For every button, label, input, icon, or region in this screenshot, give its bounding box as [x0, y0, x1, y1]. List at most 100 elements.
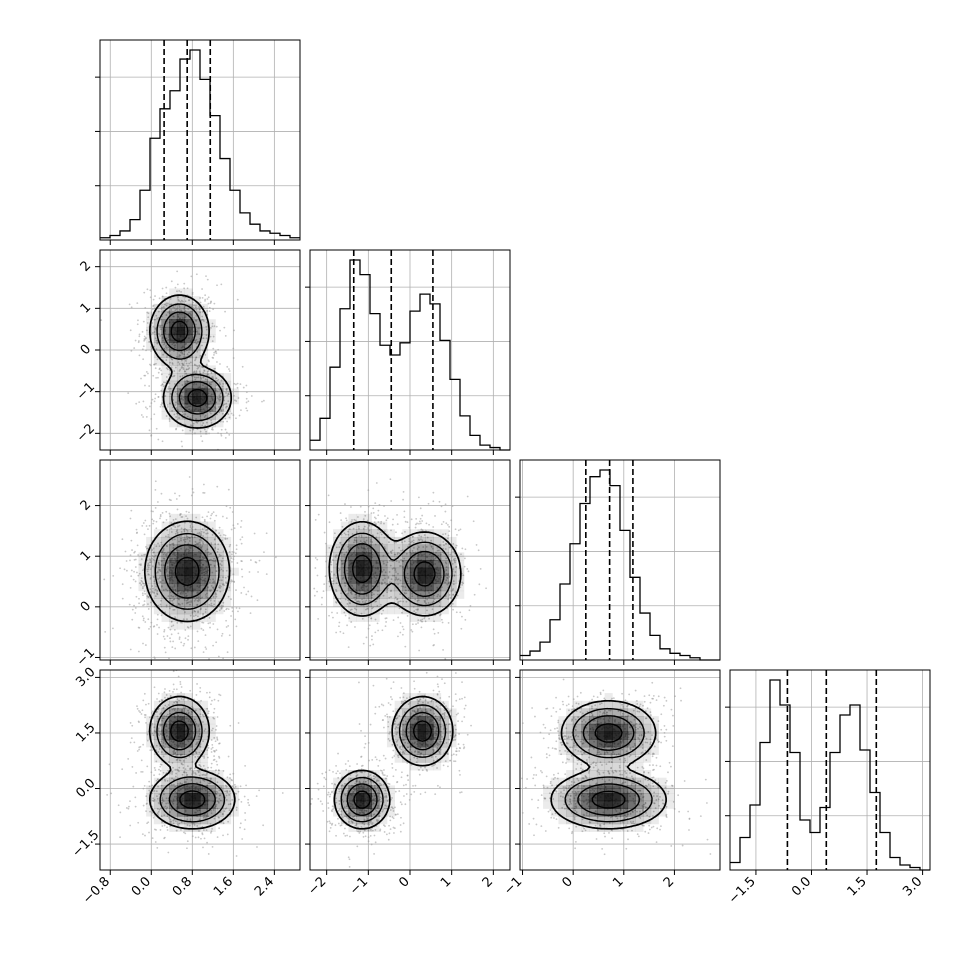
scatter-point: [178, 417, 180, 419]
scatter-point: [174, 590, 177, 593]
scatter-point: [158, 545, 161, 548]
scatter-point: [207, 596, 209, 599]
scatter-point: [384, 625, 387, 628]
scatter-point: [331, 559, 334, 561]
density-cell: [340, 552, 349, 561]
scatter-point: [140, 584, 143, 586]
density-cell: [192, 296, 201, 305]
scatter-point: [233, 581, 236, 583]
scatter-point: [335, 590, 338, 593]
scatter-point: [158, 563, 161, 566]
scatter-point: [353, 596, 356, 599]
scatter-point: [383, 574, 386, 577]
scatter-point: [180, 763, 183, 765]
scatter-point: [190, 601, 192, 604]
scatter-point: [183, 831, 185, 834]
scatter-point: [184, 768, 187, 770]
scatter-point: [218, 584, 221, 587]
scatter-point: [141, 569, 144, 572]
scatter-point: [163, 691, 166, 694]
scatter-point: [367, 616, 370, 618]
scatter-point: [180, 290, 182, 293]
scatter-point: [220, 786, 223, 789]
density-cell: [363, 552, 372, 561]
scatter-point: [211, 325, 214, 328]
scatter-point: [134, 550, 136, 553]
scatter-point: [396, 553, 399, 555]
scatter-point: [464, 548, 467, 551]
scatter-point: [156, 590, 159, 592]
density-cell: [379, 583, 388, 592]
density-cell: [433, 606, 442, 615]
scatter-point: [121, 768, 124, 771]
scatter-point: [240, 409, 242, 412]
scatter-point: [202, 371, 205, 374]
scatter-point: [195, 777, 197, 780]
scatter-point: [166, 553, 168, 555]
scatter-point: [459, 528, 462, 531]
scatter-point: [175, 829, 178, 832]
scatter-point: [202, 816, 205, 819]
scatter-point: [145, 329, 148, 332]
scatter-point: [159, 581, 162, 583]
density-cell: [176, 567, 186, 576]
scatter-point: [216, 763, 219, 766]
scatter-point: [176, 290, 178, 293]
scatter-point: [137, 821, 140, 824]
scatter-point: [155, 362, 157, 365]
density-cell: [200, 529, 209, 538]
scatter-point: [137, 319, 139, 322]
scatter-point: [232, 772, 235, 775]
scatter-point: [196, 741, 199, 744]
scatter-point: [186, 529, 189, 532]
scatter-point: [134, 339, 137, 342]
scatter-point: [146, 739, 149, 742]
density-cell: [215, 388, 224, 397]
scatter-point: [211, 527, 214, 530]
scatter-point: [406, 565, 409, 567]
scatter-point: [202, 349, 205, 352]
density-cell: [169, 521, 178, 530]
scatter-point: [421, 620, 424, 623]
scatter-point: [154, 488, 157, 491]
scatter-point: [187, 365, 189, 367]
scatter-point: [176, 590, 179, 593]
scatter-point: [419, 517, 422, 520]
scatter-point: [165, 302, 168, 305]
scatter-point: [411, 623, 414, 626]
scatter-point: [334, 555, 337, 558]
scatter-point: [453, 559, 456, 562]
scatter-point: [350, 520, 353, 523]
scatter-point: [189, 666, 191, 668]
scatter-point: [137, 574, 140, 577]
scatter-point: [162, 339, 164, 342]
scatter-point: [180, 527, 183, 530]
scatter-point: [196, 615, 199, 618]
scatter-point: [156, 633, 159, 635]
scatter-point: [169, 297, 172, 300]
density-cell: [161, 342, 170, 351]
density-cell: [169, 396, 178, 405]
scatter-point: [189, 818, 192, 821]
density-cell: [425, 552, 434, 561]
scatter-point: [170, 783, 173, 786]
density-cell: [207, 380, 216, 389]
scatter-point: [231, 610, 234, 613]
scatter-point: [339, 630, 342, 633]
scatter-point: [142, 699, 145, 702]
scatter-point: [330, 563, 333, 566]
scatter-point: [182, 698, 185, 701]
scatter-point: [150, 510, 153, 513]
density-cell: [433, 613, 442, 622]
scatter-point: [202, 542, 205, 545]
density-cell: [192, 411, 201, 420]
density-cell: [200, 567, 209, 576]
scatter-point: [162, 405, 165, 408]
density-cell: [371, 529, 380, 538]
scatter-point: [196, 683, 198, 685]
scatter-point: [150, 346, 153, 348]
scatter-point: [436, 549, 439, 552]
density-cell: [448, 583, 457, 592]
scatter-point: [225, 392, 227, 394]
scatter-point: [419, 522, 422, 525]
